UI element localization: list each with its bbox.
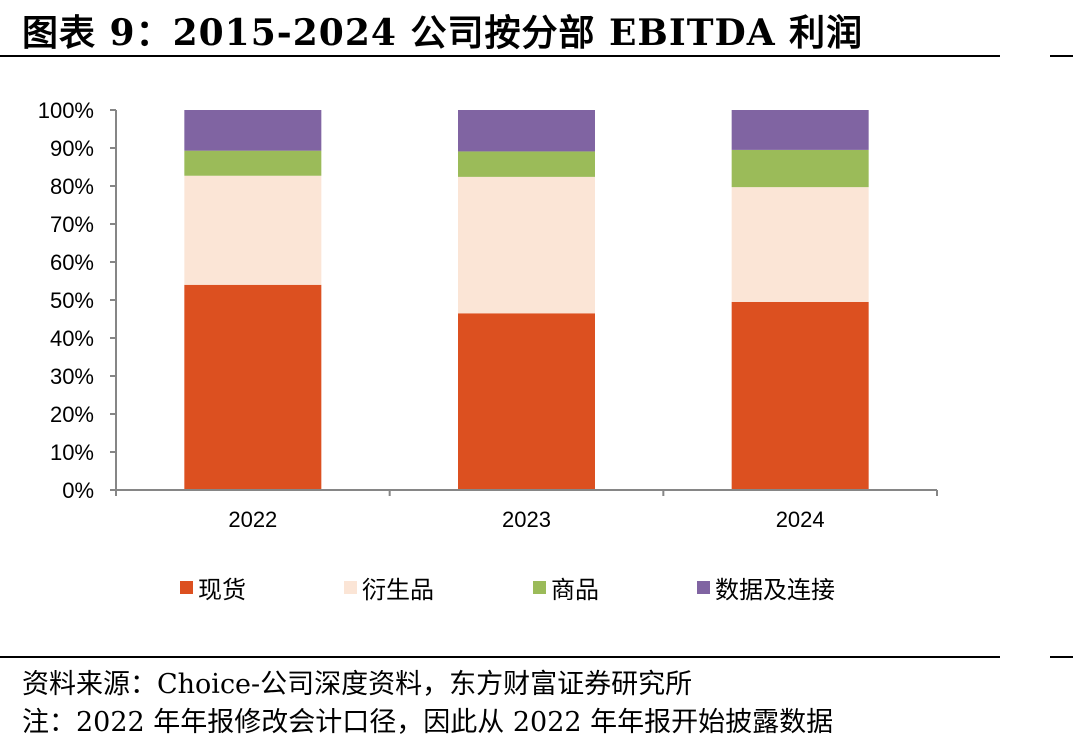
bar-segment <box>458 151 595 177</box>
bar-segment <box>731 301 869 490</box>
footnote: 注：2022 年年报修改会计口径，因此从 2022 年年报开始披露数据 <box>22 707 834 738</box>
x-tick-label: 2024 <box>776 507 825 532</box>
y-tick-label: 0% <box>62 478 94 503</box>
stacked-bar-chart: 2022 2023 2024 0% 10% 20% 30% 40% 50% 60% 70% 80% 90… <box>38 98 938 604</box>
y-tick-label: 50% <box>50 288 94 313</box>
legend-swatch <box>180 581 193 594</box>
top-rule-short <box>1050 55 1073 57</box>
legend-swatch <box>533 581 546 594</box>
source-note: 资料来源：Choice-公司深度资料，东方财富证券研究所 <box>22 669 693 700</box>
legend-swatch <box>697 581 710 594</box>
bar-segment <box>458 110 595 152</box>
y-tick-label: 60% <box>50 250 94 275</box>
legend-label: 商品 <box>551 576 599 604</box>
y-tick-label: 30% <box>50 364 94 389</box>
x-tick-label: 2023 <box>502 507 551 532</box>
chart-title: 图表 9：2015-2024 公司按分部 EBITDA 利润 <box>22 12 864 54</box>
x-tick-label: 2022 <box>228 507 277 532</box>
y-tick-label: 70% <box>50 212 94 237</box>
bar-segment <box>731 110 869 150</box>
y-tick-label: 10% <box>50 440 94 465</box>
legend-label: 数据及连接 <box>715 576 835 604</box>
legend-swatch <box>344 581 357 594</box>
y-tick-label: 80% <box>50 174 94 199</box>
bar-segment <box>184 110 322 151</box>
bar-segment <box>184 284 322 490</box>
bottom-rule-short <box>1050 656 1073 658</box>
bar-segment <box>184 150 322 176</box>
bar-segment <box>731 187 869 302</box>
legend-label: 现货 <box>198 576 246 604</box>
y-tick-label: 90% <box>50 136 94 161</box>
bar-segment <box>731 149 869 188</box>
bar-segment <box>458 313 595 490</box>
bar-segment <box>184 175 322 285</box>
bar-segment <box>458 176 595 314</box>
bottom-rule <box>0 656 1000 658</box>
y-tick-label: 100% <box>38 98 94 123</box>
y-tick-label: 20% <box>50 402 94 427</box>
top-rule <box>0 55 1000 57</box>
legend-label: 衍生品 <box>362 576 434 604</box>
y-tick-label: 40% <box>50 326 94 351</box>
